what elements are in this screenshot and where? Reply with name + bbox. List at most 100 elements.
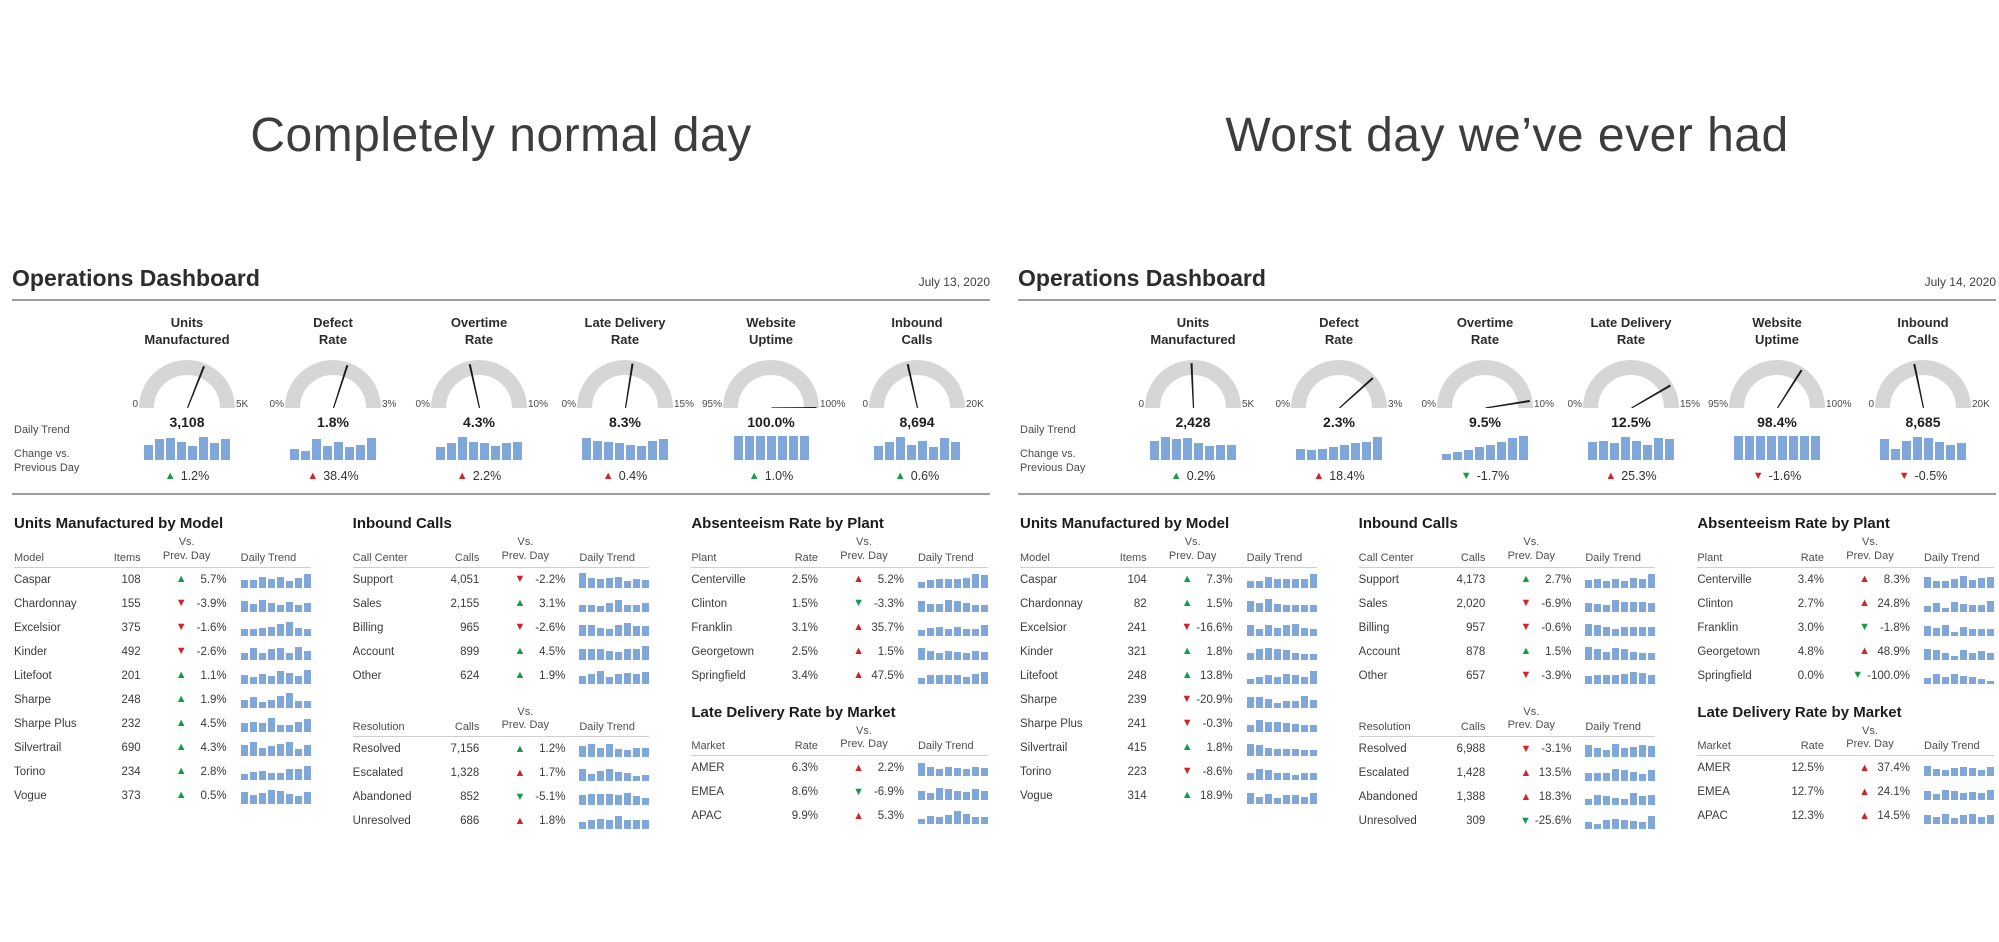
change-value: 3.1% [539,597,566,610]
sparkline-bar [1594,823,1602,830]
sparkline-bar [249,647,257,660]
sparkline-bar [188,445,197,461]
sparkline-bar [1282,650,1290,660]
table-row: Sales 2,155 ▲ 3.1% [353,592,650,616]
gauge-max-label: 20K [966,399,984,411]
sparkline-bar [1519,435,1528,461]
sparkline-bar [1648,626,1656,636]
row-label: Account [1358,645,1401,658]
sparkline-bar [1246,696,1254,708]
sparkline-bar [1340,444,1349,461]
triangle-up-icon: ▲ [1859,645,1870,658]
data-table: Call Center Calls Vs. Prev. Day Daily Trend… [1358,536,1656,688]
table-row: Excelsior 375 ▼ -1.6% [14,616,311,640]
row-value: 12.7% [1791,786,1824,799]
gauge-min-label: 95% [1707,399,1728,411]
sparkline-bar [896,436,905,461]
gauge-title: Inbound Calls [891,315,943,348]
sparkline-bar [1648,794,1656,806]
sparkline-bar [579,649,587,660]
slide-normal-day: Completely normal day Operations Dashboar… [12,109,990,833]
gauge-value: 98.4% [1757,414,1797,431]
row-value: 7,156 [450,743,480,756]
row-label: Litefoot [14,669,52,682]
gauge-arc [1583,360,1679,409]
sparkline-bar [1300,578,1308,588]
sparkline-bar [1282,624,1290,636]
change-vs-previous-day-label: Change vs. Previous Day [1020,447,1086,474]
row-value: 3.1% [791,621,818,634]
sparkline-bar [1300,750,1308,756]
table-row: EMEA 8.6% ▼ -6.9% [691,780,988,804]
sparkline-bar [1255,769,1263,780]
gauge-arc-clip [1145,360,1241,409]
daily-trend-sparkline [1577,620,1656,636]
sparkline-bar [1585,773,1593,782]
gauge-arc-clip [1583,360,1679,409]
sparkline-bar [953,626,961,636]
sparkline-bar [1300,605,1308,612]
sparkline-bar [642,671,650,684]
sparkline-bar [276,623,284,636]
change-indicator: ▲ 18.3% [1491,791,1571,803]
gauge-max-label: 100% [820,399,846,411]
sparkline-bar [1941,789,1949,801]
sparkline-bar [166,438,175,461]
row-label: Support [352,573,393,586]
change-value: 13.5% [1538,767,1572,780]
row-value: 3.4% [1797,573,1824,586]
table-row: Springfield 0.0% ▼ -100.0% [1697,664,1994,688]
gauge-arc [1291,360,1387,409]
row-label: APAC [1697,810,1728,823]
daily-trend-sparkline [1916,644,1994,660]
change-value: -1.6% [196,621,227,634]
gauge-max-label: 100% [1826,399,1852,411]
gauge-arc [1437,360,1533,409]
sparkline-bar [1932,793,1940,801]
daily-trend-sparkline [1239,572,1317,588]
sparkline-bar [615,624,623,636]
triangle-down-icon: ▼ [175,621,187,634]
sparkline-bar [285,622,293,636]
row-value: 9.9% [791,810,818,823]
table-column: Inbound Calls Call Center Calls Vs. Prev. D… [1358,499,1656,833]
table-row: Silvertrail 415 ▲ 1.8% [1020,736,1317,760]
sparkline-bar [1621,626,1629,636]
row-label: Centerville [691,573,746,586]
row-label: Sharpe Plus [1020,717,1083,730]
triangle-up-icon: ▲ [1181,669,1193,682]
sparkline-bar [606,819,614,830]
sparkline-bar [1273,702,1281,708]
row-label: Escalated [1358,767,1410,780]
daily-trend-sparkline [1412,434,1558,461]
sparkline-bar [1923,606,1931,612]
table-header: Plant Rate Vs. Prev. Day Daily Trend [691,536,988,568]
sparkline-bar [210,443,219,461]
change-indicator: ▼ -3.9% [147,598,227,610]
row-value: 878 [1466,645,1486,658]
change-value: -6.9% [1541,597,1572,610]
sparkline-bar [285,725,293,732]
table-row: Abandoned 852 ▼ -5.1% [353,785,650,809]
gauge-max-label: 20K [1972,399,1990,411]
sparkline-bar [367,438,376,461]
change-indicator: ▲ 1.8% [1153,742,1233,754]
kpi-gauges-row: Daily Trend Change vs. Previous Day Units … [1018,301,1996,496]
gauge-min-label: 0 [132,399,138,411]
gauge-min-label: 0% [269,399,284,411]
table-row: Silvertrail 690 ▲ 4.3% [14,736,311,760]
change-indicator: ▲ 13.8% [1153,670,1233,682]
sparkline-bar [267,790,275,804]
sparkline-bar [294,646,302,660]
sparkline-bar [944,767,952,777]
gauge-min-label: 0% [415,399,430,411]
table-column: Absenteeism Rate by Plant Plant Rate Vs. Pr… [691,499,988,833]
daily-trend-sparkline [910,572,988,588]
table-row: Litefoot 248 ▲ 13.8% [1020,664,1317,688]
triangle-down-icon: ▼ [853,785,864,798]
daily-trend-sparkline [233,764,311,780]
gauge-dial: 0 5K [1120,360,1266,410]
sparkline-bar [1282,674,1290,684]
sparkline-bar [1282,794,1290,804]
